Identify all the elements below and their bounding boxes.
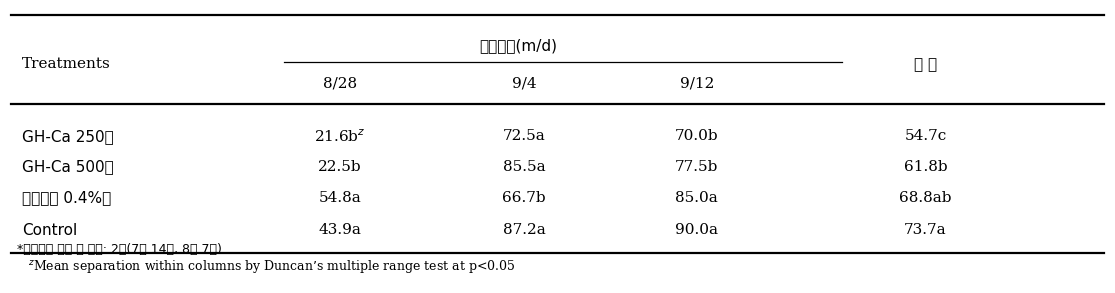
Text: $^z$Mean separation within columns by Duncan’s multiple range test at p<0.05: $^z$Mean separation within columns by Du… <box>28 258 515 275</box>
Text: 85.5a: 85.5a <box>503 160 545 174</box>
Text: 77.5b: 77.5b <box>676 160 718 174</box>
Text: 73.7a: 73.7a <box>904 223 947 237</box>
Text: 70.0b: 70.0b <box>675 129 719 143</box>
Text: *수체살포 횟수 및 시기: 2횟(7월 14일, 8월 7일): *수체살포 횟수 및 시기: 2횟(7월 14일, 8월 7일) <box>17 243 222 255</box>
Text: 9/12: 9/12 <box>680 76 714 91</box>
Text: 21.6b$^z$: 21.6b$^z$ <box>314 128 366 144</box>
Text: 54.7c: 54.7c <box>904 129 947 143</box>
Text: GH-Ca 250배: GH-Ca 250배 <box>22 129 114 144</box>
Text: 43.9a: 43.9a <box>319 223 361 237</box>
Text: 66.7b: 66.7b <box>502 191 546 205</box>
Text: 68.8ab: 68.8ab <box>899 191 952 205</box>
Text: 평 균: 평 균 <box>914 57 937 72</box>
Text: Control: Control <box>22 222 78 238</box>
Text: GH-Ca 500배: GH-Ca 500배 <box>22 159 114 175</box>
Text: 염화칼싘 0.4%액: 염화칼싘 0.4%액 <box>22 190 112 205</box>
Text: 87.2a: 87.2a <box>503 223 545 237</box>
Text: 22.5b: 22.5b <box>318 160 362 174</box>
Text: 54.8a: 54.8a <box>319 191 361 205</box>
Text: 61.8b: 61.8b <box>903 160 948 174</box>
Text: 72.5a: 72.5a <box>503 129 545 143</box>
Text: 8/28: 8/28 <box>323 76 357 91</box>
Text: 수확시기(m/d): 수확시기(m/d) <box>479 38 558 53</box>
Text: Treatments: Treatments <box>22 57 112 71</box>
Text: 90.0a: 90.0a <box>676 223 718 237</box>
Text: 9/4: 9/4 <box>512 76 536 91</box>
Text: 85.0a: 85.0a <box>676 191 718 205</box>
